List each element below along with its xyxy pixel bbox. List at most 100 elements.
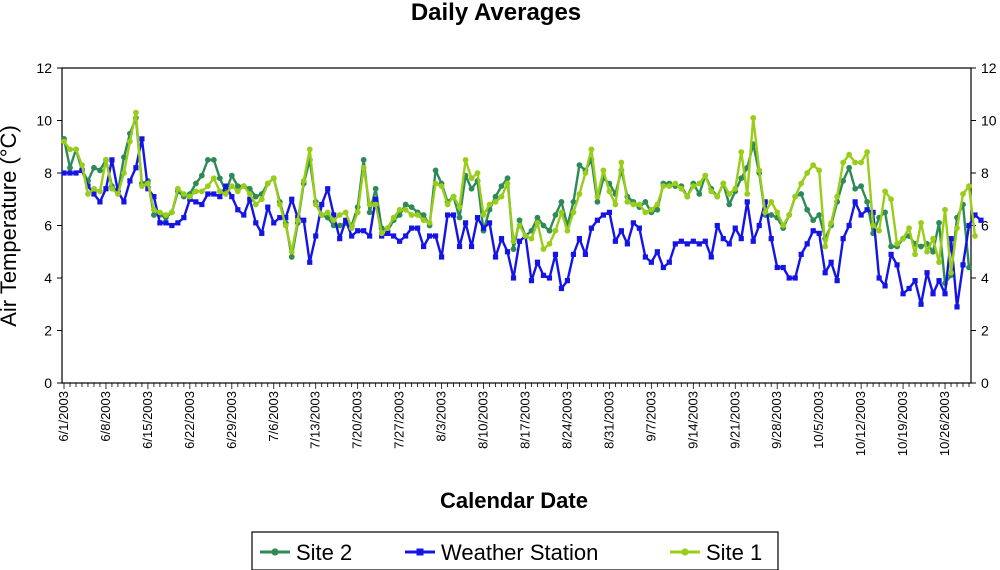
- x-tick-label: 8/17/2003: [517, 391, 532, 449]
- data-point: [444, 212, 451, 218]
- data-point: [846, 164, 853, 171]
- y-axis: 0 0 2 2 4 4 6 6 8 8 10 10 12 12: [36, 60, 996, 391]
- data-point: [343, 217, 349, 223]
- data-point: [600, 167, 607, 174]
- data-point: [510, 275, 517, 281]
- data-point: [312, 201, 319, 208]
- data-point: [810, 162, 817, 169]
- legend-marker-site-1: [681, 548, 689, 556]
- data-point: [288, 248, 295, 255]
- data-point: [193, 199, 199, 205]
- data-point: [714, 193, 721, 200]
- data-point: [259, 230, 265, 236]
- data-point: [966, 183, 972, 190]
- data-point: [732, 185, 739, 192]
- x-tick-label: 6/29/2003: [224, 391, 239, 449]
- data-point: [942, 291, 948, 297]
- data-point: [450, 193, 457, 200]
- data-point: [121, 199, 127, 205]
- data-point: [67, 170, 73, 176]
- data-point: [408, 204, 415, 211]
- data-point: [546, 240, 553, 247]
- data-point: [582, 251, 589, 257]
- data-point: [600, 212, 607, 218]
- legend-item-weather-station[interactable]: Weather Station: [405, 540, 598, 565]
- data-point: [936, 278, 942, 284]
- y-tick-label-right: 2: [981, 323, 989, 339]
- data-point: [552, 212, 559, 218]
- data-point: [624, 198, 631, 205]
- data-point: [151, 212, 157, 218]
- data-point: [522, 233, 529, 239]
- data-point: [840, 236, 846, 242]
- data-point: [391, 233, 397, 239]
- data-point: [648, 259, 654, 265]
- data-point: [900, 291, 906, 297]
- data-point: [276, 201, 283, 208]
- data-point: [336, 222, 343, 229]
- data-point: [355, 228, 361, 234]
- data-point: [516, 217, 523, 224]
- data-point: [834, 278, 840, 284]
- data-point: [306, 146, 313, 153]
- data-point: [91, 185, 97, 192]
- data-point: [313, 233, 319, 239]
- data-point: [181, 215, 187, 221]
- data-point: [618, 159, 625, 166]
- data-point: [954, 304, 960, 310]
- data-point: [396, 206, 403, 213]
- data-point: [834, 193, 841, 200]
- data-point: [564, 278, 571, 284]
- data-point: [774, 264, 780, 271]
- y-tick-label-left: 8: [44, 165, 52, 181]
- x-tick-label: 10/12/2003: [853, 391, 868, 456]
- data-point: [810, 228, 816, 234]
- data-point: [762, 209, 769, 216]
- data-point: [726, 191, 733, 197]
- data-point: [666, 259, 672, 265]
- data-point: [756, 167, 763, 174]
- data-point: [900, 235, 906, 242]
- data-point: [870, 222, 877, 229]
- legend: Site 2 Weather Station Site 1: [251, 531, 779, 570]
- data-point: [180, 191, 187, 197]
- legend-item-site-1[interactable]: Site 1: [670, 540, 762, 565]
- data-point: [277, 215, 283, 221]
- data-point: [151, 194, 157, 200]
- data-point: [73, 146, 79, 153]
- data-point: [738, 149, 745, 155]
- data-point: [109, 185, 115, 192]
- data-point: [594, 193, 601, 200]
- x-tick-label: 9/7/2003: [643, 391, 658, 442]
- data-point: [283, 215, 289, 221]
- data-point: [252, 201, 259, 208]
- data-point: [402, 206, 409, 213]
- data-point: [307, 259, 313, 265]
- chart-title: Daily Averages: [411, 0, 581, 26]
- data-point: [864, 207, 870, 213]
- data-point: [636, 201, 643, 208]
- data-point: [978, 217, 984, 223]
- data-point: [762, 199, 768, 205]
- data-point: [702, 238, 708, 244]
- data-point: [246, 191, 253, 197]
- data-point: [636, 225, 642, 231]
- data-point: [936, 259, 942, 266]
- data-point: [133, 109, 139, 116]
- data-point: [534, 259, 541, 265]
- data-point: [151, 206, 157, 213]
- data-point: [708, 188, 715, 195]
- data-point: [67, 146, 73, 153]
- legend-item-site-2[interactable]: Site 2: [260, 540, 352, 565]
- data-point: [384, 225, 391, 232]
- data-point: [450, 212, 457, 218]
- data-point: [97, 188, 103, 195]
- data-point: [840, 159, 847, 166]
- data-point: [948, 269, 954, 276]
- data-point: [912, 251, 918, 258]
- data-point: [744, 191, 751, 197]
- legend-box: [251, 531, 779, 570]
- data-point: [552, 251, 559, 257]
- legend-label-site-2: Site 2: [296, 540, 352, 565]
- data-point: [888, 251, 894, 257]
